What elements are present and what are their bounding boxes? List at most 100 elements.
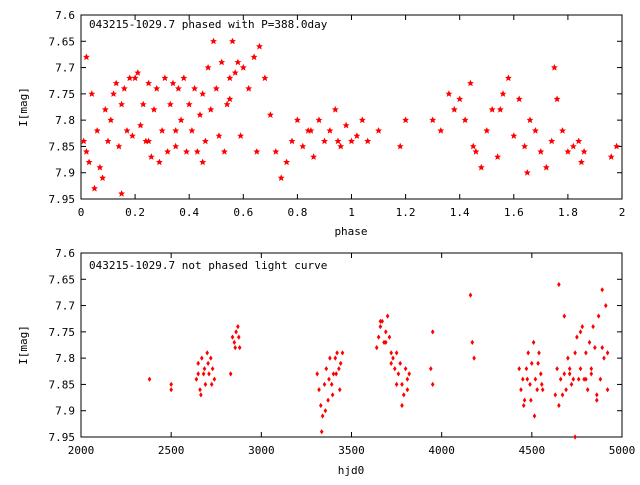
data-point	[576, 376, 581, 382]
y-tick-label: 7.9	[55, 405, 75, 418]
x-tick-label: 0.6	[233, 206, 253, 219]
data-point	[524, 366, 529, 372]
data-point	[557, 281, 561, 288]
phased-y-axis: 7.6 7.65 7.7 7.75 7.8 7.85 7.9 7.95	[49, 9, 622, 206]
data-point	[150, 106, 158, 113]
data-point	[391, 355, 395, 361]
data-point	[245, 85, 253, 92]
data-point	[321, 137, 328, 145]
data-point	[389, 350, 393, 356]
data-point	[172, 127, 180, 134]
data-point	[567, 371, 572, 377]
data-point	[88, 90, 96, 97]
data-point	[131, 74, 139, 82]
data-point	[196, 111, 204, 118]
data-point	[575, 334, 579, 340]
data-point	[226, 74, 234, 82]
data-point	[598, 376, 603, 382]
data-point	[158, 127, 166, 134]
data-point	[330, 392, 335, 398]
data-point	[188, 127, 196, 134]
data-point	[120, 85, 128, 92]
data-point	[175, 85, 182, 92]
data-point	[569, 381, 574, 387]
y-tick-label: 7.95	[49, 193, 76, 206]
data-point	[200, 355, 204, 361]
x-tick-label: 3500	[338, 444, 365, 457]
data-point	[123, 127, 131, 134]
data-point	[203, 381, 208, 387]
x-tick-label: 4500	[519, 444, 546, 457]
data-point	[202, 137, 209, 145]
data-point	[218, 58, 226, 66]
data-point	[578, 158, 585, 166]
data-point	[396, 142, 404, 150]
data-point	[239, 64, 247, 71]
data-point	[212, 85, 220, 92]
phased-x-axis-label: phase	[334, 225, 367, 238]
y-tick-label: 7.8	[55, 352, 75, 365]
data-point	[600, 345, 604, 351]
data-point	[99, 174, 106, 181]
data-point	[83, 53, 90, 61]
unphased-plot-frame	[80, 252, 623, 438]
data-point	[472, 148, 480, 155]
y-tick-label: 7.65	[49, 273, 76, 286]
x-tick-label: 1	[348, 206, 355, 219]
data-point	[596, 313, 601, 319]
data-point	[237, 334, 241, 340]
data-point	[229, 37, 236, 45]
unphased-data-points	[147, 281, 610, 440]
data-point	[196, 360, 200, 366]
data-point	[600, 287, 604, 293]
data-point	[93, 127, 101, 134]
unphased-y-axis-label: I[mag]	[17, 325, 30, 365]
data-point	[445, 90, 453, 97]
data-point	[537, 148, 545, 155]
data-point	[469, 142, 477, 150]
data-point	[118, 100, 125, 108]
data-point	[256, 42, 263, 50]
data-point	[496, 106, 504, 113]
data-point	[221, 148, 228, 155]
data-point	[530, 360, 534, 366]
data-point	[429, 366, 433, 372]
data-point	[430, 329, 435, 335]
y-tick-label: 7.95	[49, 431, 76, 444]
data-point	[593, 345, 597, 351]
data-point	[210, 366, 215, 372]
data-point	[430, 381, 435, 387]
data-point	[237, 132, 244, 139]
data-point	[267, 111, 274, 118]
data-point	[199, 90, 207, 97]
data-point	[573, 434, 577, 440]
data-point	[112, 79, 120, 87]
y-tick-label: 7.75	[49, 88, 76, 101]
x-tick-label: 1.6	[504, 206, 524, 219]
data-point	[515, 95, 523, 103]
data-point	[468, 292, 473, 298]
data-point	[283, 158, 290, 166]
data-point	[375, 127, 382, 134]
data-point	[319, 402, 323, 409]
data-point	[156, 158, 163, 166]
data-point	[467, 79, 474, 87]
data-point	[209, 355, 213, 361]
x-tick-label: 2500	[158, 444, 185, 457]
data-point	[193, 148, 201, 155]
x-tick-label: 0.2	[125, 206, 145, 219]
data-point	[107, 116, 115, 124]
y-tick-label: 7.7	[55, 62, 75, 75]
data-point	[604, 303, 608, 309]
data-point	[405, 376, 410, 382]
data-point	[233, 345, 237, 351]
data-point	[393, 366, 397, 372]
data-point	[134, 69, 142, 76]
data-point	[118, 190, 125, 197]
data-point	[400, 402, 404, 409]
y-tick-label: 7.7	[55, 300, 75, 313]
data-point	[540, 387, 545, 393]
data-point	[207, 106, 215, 113]
data-point	[237, 345, 242, 351]
data-point	[83, 148, 90, 155]
